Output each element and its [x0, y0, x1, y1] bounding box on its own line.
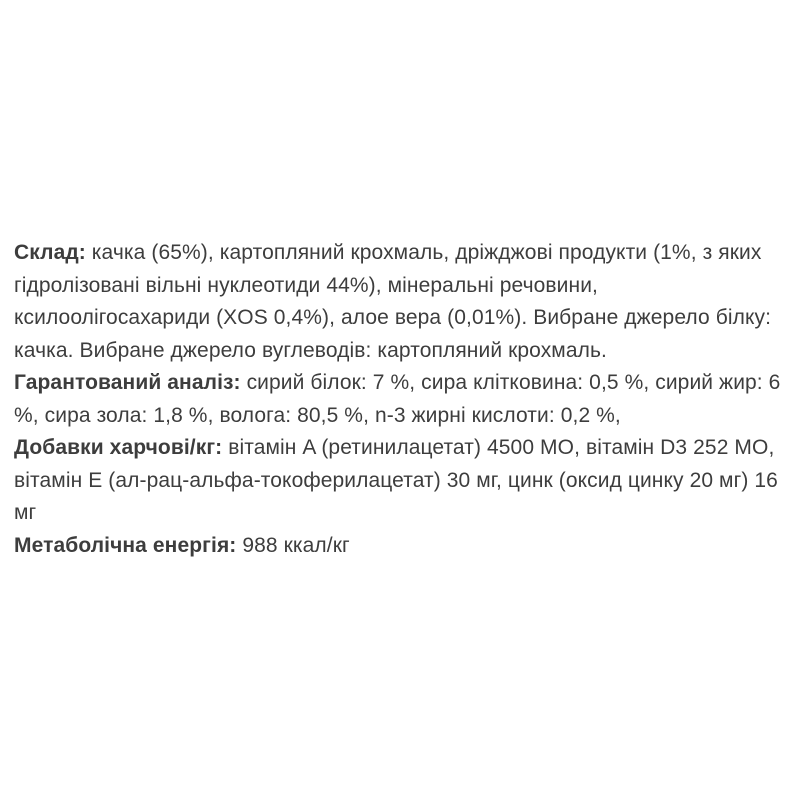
composition-section: Склад: качка (65%), картопляний крохмаль…: [14, 237, 788, 367]
metabolic-energy-label: Метаболічна енергія:: [14, 533, 237, 557]
composition-label: Склад:: [14, 241, 86, 264]
guaranteed-analysis-section: Гарантований аналіз: сирий білок: 7 %, с…: [14, 367, 788, 432]
ingredients-text-block: Склад: качка (65%), картопляний крохмаль…: [14, 237, 788, 562]
additives-label: Добавки харчові/кг:: [14, 436, 223, 459]
guaranteed-analysis-text: сирий білок: 7 %, сира клітковина: 0,5 %…: [14, 371, 781, 427]
metabolic-energy-section: Метаболічна енергія: 988 ккал/кг: [14, 530, 788, 563]
metabolic-energy-text: 988 ккал/кг: [236, 533, 350, 557]
additives-section: Добавки харчові/кг: вітамін A (ретинилац…: [14, 432, 788, 530]
composition-text: качка (65%), картопляний крохмаль, дріжд…: [14, 241, 772, 362]
guaranteed-analysis-label: Гарантований аналіз:: [14, 371, 241, 394]
additives-text: вітамін A (ретинилацетат) 4500 МО, вітам…: [14, 436, 778, 524]
